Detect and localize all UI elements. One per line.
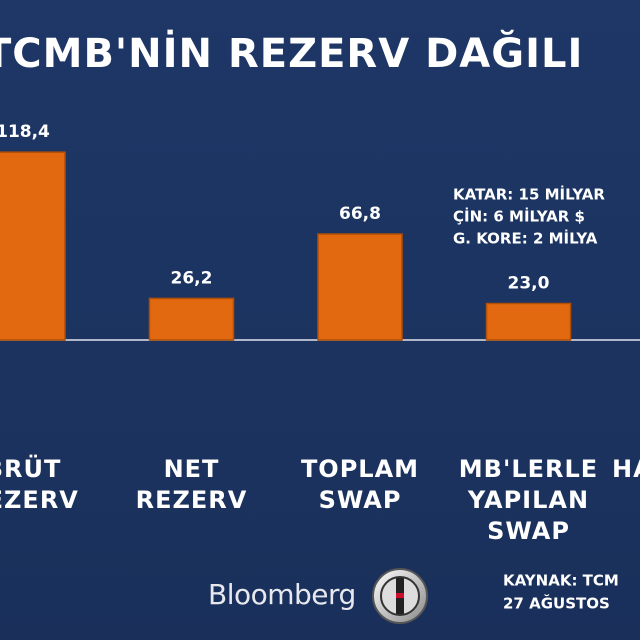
x-tick-label: BRÜTREZERV bbox=[0, 453, 79, 514]
value-label: 23,0 bbox=[508, 274, 550, 294]
value-label: 26,2 bbox=[171, 268, 213, 288]
annotation: ÇİN: 6 MİLYAR $ bbox=[453, 207, 585, 226]
brand-logo: Bloomberg bbox=[208, 578, 356, 611]
bar bbox=[317, 233, 403, 341]
value-label: 118,4 bbox=[0, 122, 50, 142]
x-tick-label: MB'LERLE YAPILAN SWAP bbox=[459, 455, 598, 545]
source: KAYNAK: TCM bbox=[503, 572, 619, 590]
annotation: G. KORE: 2 MİLYA bbox=[453, 229, 598, 248]
ht-logo bbox=[372, 568, 428, 624]
x-tick-label: HA bbox=[612, 455, 640, 483]
annotations: KATAR: 15 MİLYAR ÇİN: 6 MİLYAR $ G. KORE… bbox=[453, 185, 605, 248]
annotation: KATAR: 15 MİLYAR bbox=[453, 185, 605, 204]
bar bbox=[485, 302, 572, 341]
bar bbox=[148, 297, 235, 341]
x-tick-label: NET REZERV bbox=[136, 455, 248, 514]
bar bbox=[0, 151, 66, 341]
source-date: 27 AĞUSTOS bbox=[503, 594, 610, 613]
chart-title: TCMB'NİN REZERV DAĞILI bbox=[0, 29, 583, 77]
value-label: 66,8 bbox=[339, 204, 381, 224]
x-tick-label: TOPLAM SWAP bbox=[301, 455, 419, 514]
